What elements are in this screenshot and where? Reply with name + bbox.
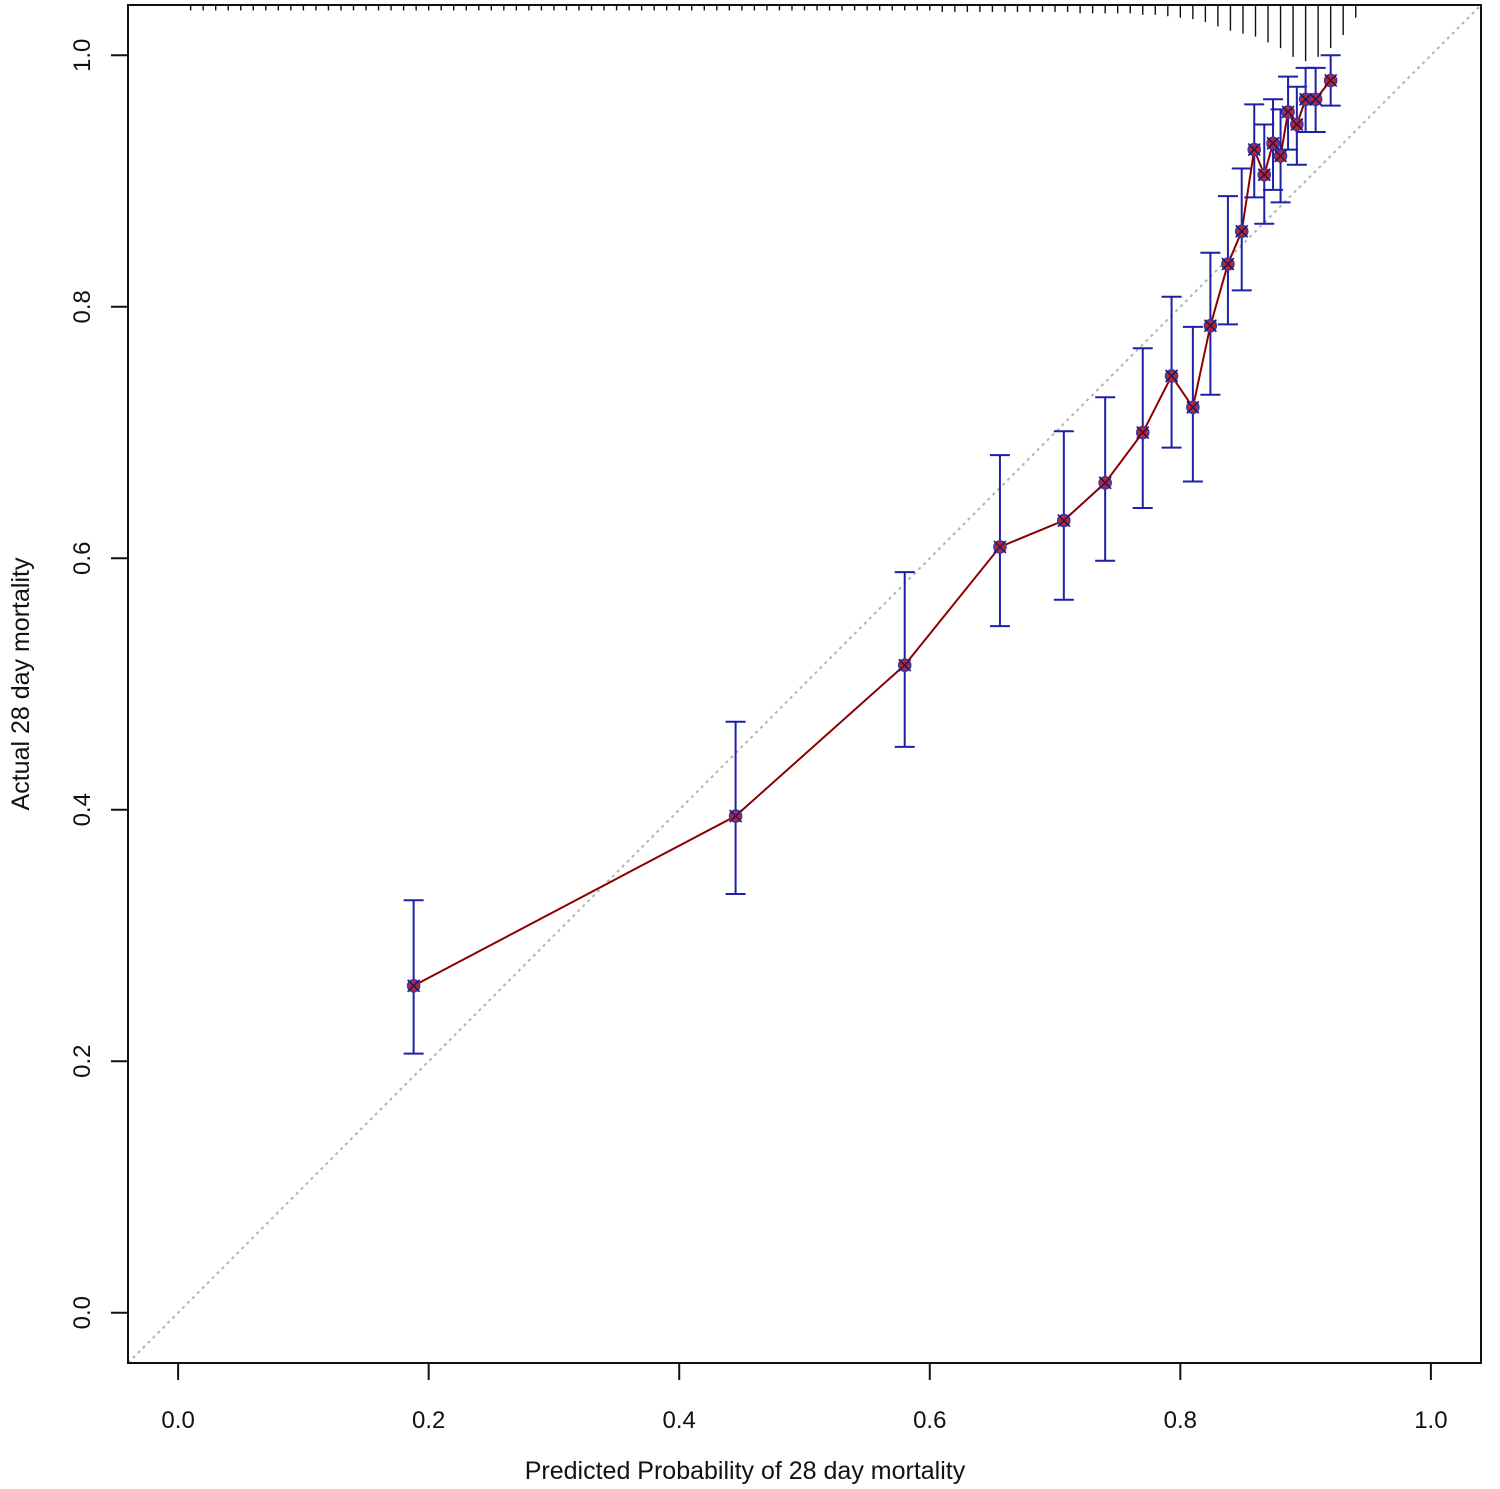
data-point-cross-marker [407, 979, 421, 993]
x-axis-title: Predicted Probability of 28 day mortalit… [525, 1457, 966, 1485]
x-tick-label: 0.6 [913, 1407, 946, 1434]
data-point-cross-marker [729, 809, 743, 823]
data-point-cross-marker [993, 540, 1007, 554]
data-point-cross-marker [1235, 224, 1249, 238]
reference-layer [127, 4, 1482, 1364]
data-point-cross-marker [1273, 149, 1288, 163]
point-layer [406, 73, 1338, 993]
x-tick-label: 0.8 [1164, 1407, 1197, 1434]
data-point-cross-marker [1290, 117, 1304, 132]
data-point-cross-marker [1281, 105, 1295, 119]
x-tick-label: 0.4 [663, 1407, 696, 1434]
x-tick-label: 0.2 [412, 1407, 445, 1434]
reference-diagonal-line [127, 4, 1482, 1364]
data-point-cross-marker [1247, 143, 1261, 157]
data-point-cross-marker [1164, 369, 1179, 383]
data-point-cross-marker [898, 658, 912, 672]
data-point-cross-marker [1309, 92, 1323, 106]
data-point-cross-marker [1057, 513, 1071, 528]
axis-layer: 0.0 0.2 0.4 0.6 0.8 1.0 0.0 0.2 0.4 0.6 0.8 1.0 [69, 39, 1448, 1434]
data-point-cross-marker [1299, 92, 1313, 106]
y-tick-label: 0.6 [69, 542, 96, 575]
y-axis-title: Actual 28 day mortality [7, 557, 35, 810]
y-tick-label: 0.4 [69, 793, 96, 826]
data-point-cross-marker [1257, 168, 1271, 182]
data-point-cross-marker [1203, 319, 1217, 333]
data-point-cross-marker [1324, 73, 1338, 88]
data-point-cross-marker [1136, 425, 1150, 440]
y-tick-label: 1.0 [69, 39, 96, 72]
data-point-cross-marker [1266, 136, 1280, 150]
rug-layer [189, 6, 1357, 62]
data-point-cross-marker [1186, 400, 1200, 414]
data-point-cross-marker [1098, 476, 1112, 490]
x-tick-label: 1.0 [1414, 1407, 1447, 1434]
y-tick-label: 0.0 [69, 1296, 96, 1329]
data-point-cross-marker [1221, 257, 1235, 271]
y-tick-label: 0.8 [69, 290, 96, 323]
y-tick-label: 0.2 [69, 1045, 96, 1078]
x-tick-label: 0.0 [161, 1407, 194, 1434]
